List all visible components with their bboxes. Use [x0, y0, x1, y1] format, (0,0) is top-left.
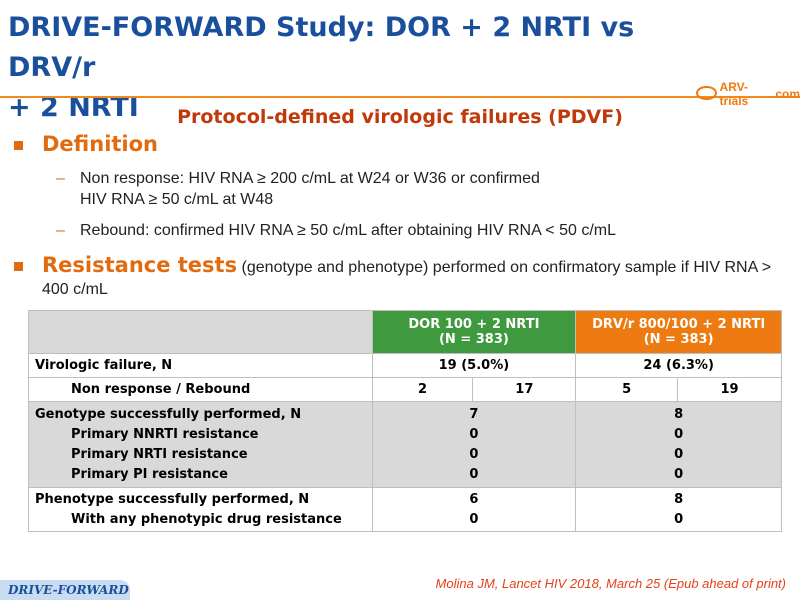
cell-dor-block: 7 0 0 0	[371, 401, 577, 488]
resistance-paragraph: Resistance tests (genotype and phenotype…	[42, 254, 782, 301]
title-divider	[0, 96, 800, 98]
header-empty-cell	[28, 310, 373, 354]
row-label-block: Genotype successfully performed, N Prima…	[28, 401, 373, 488]
header-drv-n: (N = 383)	[643, 332, 714, 347]
logo-text: ARV-trials	[719, 80, 749, 108]
dash-bullet-icon: –	[56, 222, 65, 239]
dash-bullet-icon: –	[56, 170, 65, 187]
cell-drv-rebound: 19	[677, 377, 782, 402]
logo-swoosh-icon	[696, 86, 717, 100]
header-drv-label: DRV/r 800/100 + 2 NRTI	[592, 317, 766, 332]
row-label: Non response / Rebound	[28, 377, 373, 402]
header-dor-arm: DOR 100 + 2 NRTI (N = 383)	[371, 310, 577, 354]
cell-drv: 24 (6.3%)	[575, 353, 782, 378]
row-label: Phenotype successfully performed, N	[35, 491, 310, 507]
table-row-nonresponse-rebound: Non response / Rebound 2 17 5 19	[28, 377, 782, 402]
header-dor-label: DOR 100 + 2 NRTI	[408, 317, 540, 332]
cell-drv-block: 8 0	[575, 487, 782, 532]
cell-value: 0	[469, 426, 479, 442]
row-sublabel: Primary NNRTI resistance	[71, 426, 259, 442]
cell-value: 0	[469, 466, 479, 482]
cell-value: 0	[674, 466, 684, 482]
cell-dor-nonresponse: 2	[371, 377, 474, 402]
cell-value: 0	[469, 511, 479, 527]
cell-drv-block: 8 0 0 0	[575, 401, 782, 488]
square-bullet-icon	[14, 141, 23, 150]
row-label: Virologic failure, N	[28, 353, 373, 378]
definition-heading: Definition	[42, 132, 159, 156]
cell-value: 8	[674, 491, 684, 507]
logo-suffix: .com	[771, 87, 800, 101]
header-drv-arm: DRV/r 800/100 + 2 NRTI (N = 383)	[575, 310, 782, 354]
cell-value: 0	[469, 446, 479, 462]
cell-value: 6	[469, 491, 479, 507]
cell-drv-nonresponse: 5	[575, 377, 679, 402]
cell-dor: 19 (5.0%)	[371, 353, 577, 378]
row-label-block: Phenotype successfully performed, N With…	[28, 487, 373, 532]
table-row-phenotype: Phenotype successfully performed, N With…	[28, 487, 782, 532]
square-bullet-icon	[14, 262, 23, 271]
definition-item-line: HIV RNA ≥ 50 c/mL at W48	[80, 191, 274, 208]
study-tag: DRIVE-FORWARD	[0, 580, 130, 600]
citation-reference: Molina JM, Lancet HIV 2018, March 25 (Ep…	[435, 576, 786, 591]
row-sublabel: Primary NRTI resistance	[71, 446, 248, 462]
row-sublabel: Primary PI resistance	[71, 466, 228, 482]
arv-trials-logo: ARV-trials .com	[696, 80, 800, 108]
table-row-genotype: Genotype successfully performed, N Prima…	[28, 401, 782, 488]
cell-value: 0	[674, 511, 684, 527]
cell-value: 0	[674, 446, 684, 462]
cell-value: 7	[469, 406, 479, 422]
row-sublabel: With any phenotypic drug resistance	[71, 511, 342, 527]
cell-value: 8	[674, 406, 684, 422]
row-label: Genotype successfully performed, N	[35, 406, 302, 422]
table-header-row: DOR 100 + 2 NRTI (N = 383) DRV/r 800/100…	[28, 310, 782, 354]
definition-item-rebound: Rebound: confirmed HIV RNA ≥ 50 c/mL aft…	[80, 222, 616, 239]
definition-item-line: Non response: HIV RNA ≥ 200 c/mL at W24 …	[80, 170, 540, 187]
table-row-virologic-failure: Virologic failure, N 19 (5.0%) 24 (6.3%)	[28, 353, 782, 378]
cell-value: 0	[674, 426, 684, 442]
header-dor-n: (N = 383)	[438, 332, 509, 347]
slide-title: DRIVE-FORWARD Study: DOR + 2 NRTI vs DRV…	[8, 8, 708, 128]
definition-item-nonresponse: Non response: HIV RNA ≥ 200 c/mL at W24 …	[80, 168, 540, 210]
cell-dor-rebound: 17	[472, 377, 577, 402]
pdvf-table: DOR 100 + 2 NRTI (N = 383) DRV/r 800/100…	[28, 310, 782, 532]
slide-title-line1: DRIVE-FORWARD Study: DOR + 2 NRTI vs DRV…	[8, 12, 635, 83]
resistance-heading: Resistance tests	[42, 253, 238, 277]
section-subtitle: Protocol-defined virologic failures (PDV…	[177, 106, 623, 128]
cell-dor-block: 6 0	[371, 487, 577, 532]
resistance-text: (genotype and phenotype) performed on co…	[42, 259, 772, 298]
